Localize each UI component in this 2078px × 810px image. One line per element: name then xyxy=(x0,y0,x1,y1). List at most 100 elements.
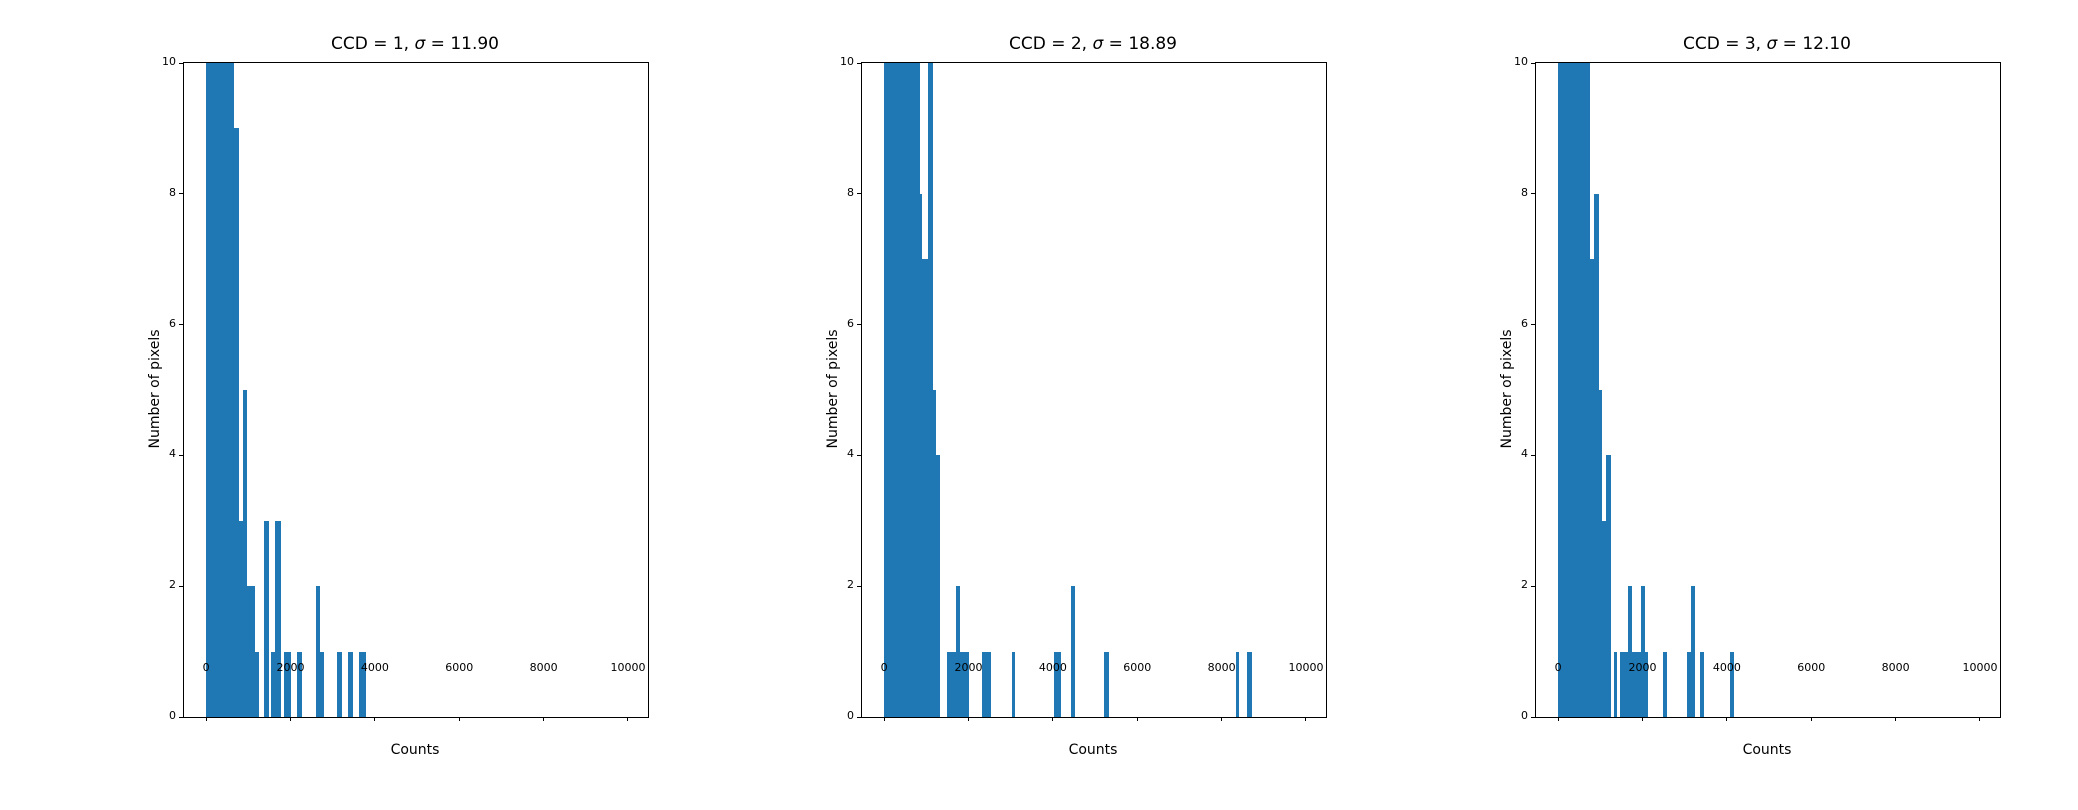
histogram-bar xyxy=(1602,520,1607,717)
x-tick-label: 8000 xyxy=(1207,661,1236,674)
histogram-bar xyxy=(1662,651,1667,717)
histogram-bar xyxy=(1011,651,1016,717)
histogram-bar xyxy=(284,651,291,717)
y-tick-label: 0 xyxy=(1521,709,1528,722)
y-tick-mark xyxy=(1531,454,1535,456)
histogram-bar xyxy=(320,651,324,717)
x-tick-mark xyxy=(627,717,629,721)
x-tick-mark xyxy=(1895,717,1897,721)
histogram-bar xyxy=(359,651,366,717)
x-tick-label: 6000 xyxy=(1123,661,1152,674)
x-tick-label: 6000 xyxy=(1797,661,1826,674)
title-value: = 18.89 xyxy=(1103,34,1178,54)
histogram-bar xyxy=(206,63,234,717)
subplot-ccd2-ylabel: Number of pixels xyxy=(825,329,841,449)
histogram-bar xyxy=(1593,193,1599,717)
x-tick-mark xyxy=(1726,717,1728,721)
subplot-ccd3-plot-area xyxy=(1531,62,2001,721)
x-tick-label: 4000 xyxy=(1038,661,1067,674)
histogram-bar xyxy=(233,128,240,717)
y-tick-mark xyxy=(857,585,861,587)
histogram-bar xyxy=(1687,651,1691,717)
subplot-ccd1-plot-area xyxy=(179,62,649,721)
y-tick-mark xyxy=(179,716,183,718)
y-tick-label: 4 xyxy=(847,447,854,461)
histogram-bar xyxy=(239,520,244,717)
x-tick-mark xyxy=(883,717,885,721)
sigma-symbol: σ xyxy=(1092,34,1104,54)
y-tick-mark xyxy=(179,454,183,456)
x-tick-label: 10000 xyxy=(1288,661,1324,674)
histogram-bar xyxy=(921,259,928,717)
y-tick-mark xyxy=(857,716,861,718)
x-tick-label: 2000 xyxy=(1628,661,1657,674)
histogram-bar xyxy=(933,390,937,717)
y-tick-mark xyxy=(1531,62,1535,64)
subplot-ccd3: CCD = 3, σ = 12.10 Number of pixels Coun… xyxy=(1499,0,2001,810)
subplot-ccd3-title: CCD = 3, σ = 12.10 xyxy=(1535,34,1999,54)
x-tick-label: 4000 xyxy=(360,661,389,674)
x-tick-label: 4000 xyxy=(1712,661,1741,674)
x-tick-mark xyxy=(1557,717,1559,721)
y-tick-mark xyxy=(1531,193,1535,195)
histogram-bar xyxy=(928,63,934,717)
x-tick-label: 6000 xyxy=(445,661,474,674)
x-tick-mark xyxy=(1642,717,1643,721)
histogram-bar xyxy=(1620,651,1629,717)
x-tick-label: 0 xyxy=(1554,661,1562,674)
y-tick-label: 6 xyxy=(169,316,176,330)
histogram-bar xyxy=(1645,651,1648,717)
histogram-bar xyxy=(263,520,270,717)
histogram-bar xyxy=(1691,586,1695,717)
y-tick-label: 2 xyxy=(1521,578,1528,592)
histogram-bar xyxy=(1558,63,1590,717)
histogram-bar xyxy=(336,651,343,717)
subplot-ccd3-xlabel: Counts xyxy=(1742,742,1792,758)
subplot-ccd1-xlabel: Counts xyxy=(390,742,440,758)
y-tick-label: 8 xyxy=(169,185,176,199)
x-tick-label: 0 xyxy=(202,661,210,674)
x-tick-label: 10000 xyxy=(1962,661,1998,674)
x-tick-mark xyxy=(968,717,969,721)
x-tick-mark xyxy=(1810,717,1812,721)
y-tick-mark xyxy=(857,193,861,195)
x-tick-mark xyxy=(374,717,376,721)
subplot-ccd1: CCD = 1, σ = 11.90 Number of pixels Coun… xyxy=(147,0,649,810)
sigma-symbol: σ xyxy=(1766,34,1778,54)
histogram-bar xyxy=(1589,259,1594,717)
subplot-ccd1-ylabel: Number of pixels xyxy=(147,329,163,449)
histogram-bar xyxy=(1729,651,1735,717)
y-tick-label: 4 xyxy=(169,447,176,461)
y-tick-mark xyxy=(1531,716,1535,718)
y-tick-mark xyxy=(179,62,183,64)
histogram-bar xyxy=(1628,586,1633,717)
y-tick-mark xyxy=(857,454,861,456)
y-tick-label: 6 xyxy=(1521,316,1528,330)
y-tick-label: 2 xyxy=(169,578,176,592)
histogram-bar xyxy=(1235,651,1239,717)
x-tick-label: 8000 xyxy=(1881,661,1910,674)
y-tick-mark xyxy=(857,62,861,64)
y-tick-label: 10 xyxy=(840,55,854,68)
subplot-ccd2-xlabel: Counts xyxy=(1068,742,1118,758)
title-text: CCD = 2, xyxy=(1008,34,1093,54)
x-tick-mark xyxy=(1305,717,1307,721)
y-tick-label: 4 xyxy=(1521,447,1528,461)
histogram-bar xyxy=(1699,651,1704,717)
histogram-bar xyxy=(1070,586,1076,717)
histogram-bar xyxy=(247,586,256,717)
title-text: CCD = 1, xyxy=(330,34,415,54)
y-tick-label: 2 xyxy=(847,578,854,592)
y-tick-label: 8 xyxy=(847,185,854,199)
histogram-bar xyxy=(1247,651,1253,717)
x-tick-label: 8000 xyxy=(529,661,558,674)
sigma-symbol: σ xyxy=(414,34,426,54)
histogram-bar xyxy=(347,651,353,717)
histogram-bar xyxy=(959,651,969,717)
histogram-bar xyxy=(919,193,922,717)
histogram-bar xyxy=(884,63,920,717)
histogram-bar xyxy=(981,651,992,717)
subplot-ccd2-title: CCD = 2, σ = 18.89 xyxy=(861,34,1325,54)
histogram-bar xyxy=(947,651,957,717)
